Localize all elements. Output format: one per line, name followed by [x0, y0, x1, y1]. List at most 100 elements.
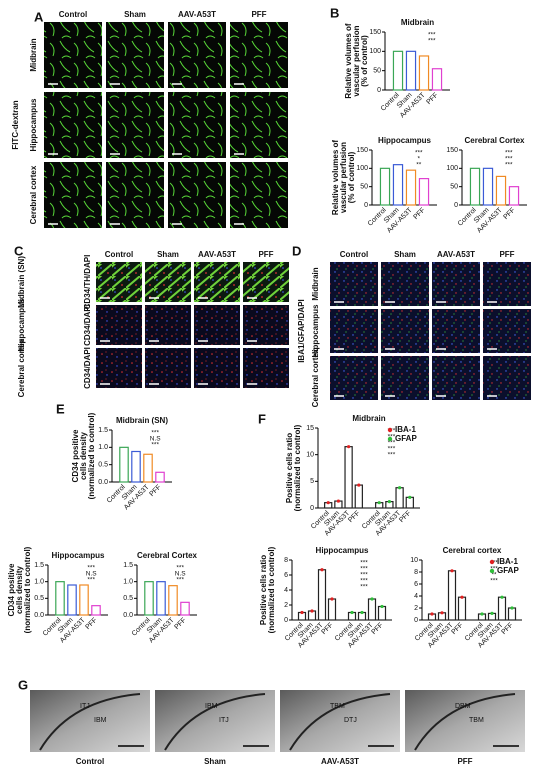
em-label: DTJ — [344, 717, 357, 724]
micrograph — [432, 356, 480, 400]
bar-dot — [357, 483, 361, 487]
row-label: Midbrain (SN) — [17, 256, 26, 308]
x-tick-label: PFF — [425, 92, 439, 106]
bar — [495, 175, 507, 206]
bar — [418, 178, 430, 206]
em-image — [405, 690, 525, 752]
panel-letter: G — [18, 677, 28, 692]
significance: *** — [176, 565, 184, 572]
y-tick-label: 50 — [450, 184, 458, 191]
micrograph — [381, 309, 429, 353]
bar — [144, 581, 154, 616]
bar — [457, 596, 467, 621]
y-tick-label: 0 — [364, 202, 368, 209]
row-label: Cerebral cortex — [29, 165, 38, 224]
y-axis-label: Relative volumes of — [344, 23, 353, 98]
significance: *** — [490, 560, 498, 567]
legend-marker — [387, 436, 393, 442]
bar — [91, 605, 101, 616]
em-label: ITJ — [80, 703, 90, 710]
y-axis-label: vascular perfusion — [352, 25, 361, 96]
micrograph — [106, 22, 164, 88]
bar — [482, 167, 494, 206]
y-axis-label: CD34 positive — [71, 429, 80, 482]
column-header: PFF — [251, 10, 266, 19]
em-label: ITJ — [219, 717, 229, 724]
y-tick-label: 1.0 — [34, 579, 44, 586]
bar — [327, 598, 337, 621]
y-tick-label: 150 — [356, 147, 368, 154]
chart-title: Hippocampus — [52, 551, 105, 560]
stain-label: CD34/DAPI — [83, 347, 92, 389]
em-label: TBM — [469, 717, 484, 724]
micrograph — [330, 262, 378, 306]
significance: *** — [360, 578, 368, 585]
micrograph — [483, 309, 531, 353]
bar-dot — [300, 610, 304, 615]
significance: *** — [87, 577, 95, 584]
row-label: Midbrain — [29, 38, 38, 71]
bar — [354, 484, 363, 509]
bar — [344, 446, 353, 509]
micrograph — [381, 262, 429, 306]
chart-title: Hippocampus — [316, 546, 369, 555]
micrograph — [44, 162, 102, 228]
x-tick-label: PFF — [320, 622, 334, 636]
chart-title: Hippocampus — [378, 136, 431, 145]
y-axis-label: vascular perfusion — [339, 142, 348, 213]
y-axis-label: Positive cells ratio — [285, 433, 294, 503]
membrane — [164, 693, 266, 751]
bar-dot — [350, 610, 354, 615]
bar — [405, 496, 414, 509]
column-header: Control — [59, 10, 87, 19]
bar-dot — [377, 501, 381, 505]
bar — [131, 450, 141, 483]
em-label: TBM — [330, 703, 345, 710]
y-axis-label: CD34 positive — [7, 563, 16, 616]
legend-label: IBA-1 — [395, 425, 416, 434]
row-label: Hippocampus — [17, 298, 26, 351]
bar-dot — [330, 597, 334, 601]
panel-letter: E — [56, 401, 65, 416]
significance: *** — [388, 440, 396, 447]
bar-dot — [430, 612, 434, 616]
significance: *** — [505, 156, 513, 163]
bar — [79, 584, 89, 616]
em-image — [155, 690, 275, 752]
caption: Control — [76, 757, 104, 766]
micrograph — [243, 305, 289, 345]
micrograph — [106, 92, 164, 158]
y-tick-label: 0.5 — [98, 462, 108, 469]
column-header: Sham — [157, 250, 179, 259]
micrograph — [96, 305, 142, 345]
bar-dot — [440, 611, 444, 615]
caption: Sham — [204, 757, 226, 766]
y-axis-label: (normalized to control) — [293, 424, 302, 511]
stain-label: FITC-dextran — [11, 100, 20, 149]
x-tick-label: PFF — [502, 207, 516, 221]
y-tick-label: 100 — [369, 48, 381, 55]
bar — [431, 68, 443, 91]
membrane — [414, 693, 516, 751]
bar-dot — [320, 568, 324, 572]
significance: *** — [360, 572, 368, 579]
significance: *** — [388, 434, 396, 441]
y-tick-label: 5 — [310, 478, 314, 485]
y-axis-label: (normalized to control) — [23, 546, 32, 633]
significance: *** — [176, 577, 184, 584]
y-tick-label: 0.0 — [98, 479, 108, 486]
bar — [67, 584, 77, 616]
panel-letter: C — [14, 243, 24, 258]
y-tick-label: 2 — [284, 602, 288, 609]
significance: *** — [360, 560, 368, 567]
micrograph — [168, 22, 226, 88]
y-tick-label: 150 — [446, 147, 458, 154]
row-label: Cerebral cortex — [17, 338, 26, 397]
bar-dot — [408, 495, 412, 499]
column-header: AAV-A53T — [178, 10, 216, 19]
bar-dot — [326, 501, 330, 505]
y-tick-label: 0 — [284, 617, 288, 624]
micrograph — [168, 162, 226, 228]
stain-label: CD34/DAPI — [83, 304, 92, 346]
